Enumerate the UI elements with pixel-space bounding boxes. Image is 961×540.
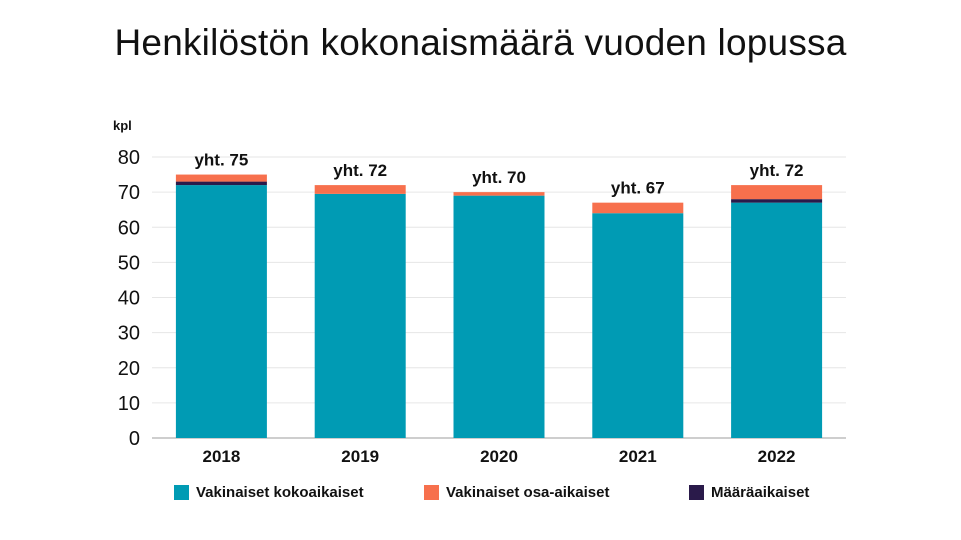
y-axis-label: kpl	[113, 118, 132, 133]
legend-item-vakinaiset-kokoaikaiset: Vakinaiset kokoaikaiset	[174, 484, 364, 501]
y-tick-label-60: 60	[118, 217, 140, 239]
bar-2022-series-0	[731, 202, 823, 438]
bar-2021-series-2	[592, 202, 684, 214]
y-tick-label-30: 30	[118, 323, 140, 345]
y-tick-label-0: 0	[129, 428, 140, 450]
chart-title: Henkilöstön kokonaismäärä vuoden lopussa	[114, 22, 847, 63]
legend-label-vakinaiset-kokoaikaiset: Vakinaiset kokoaikaiset	[196, 484, 364, 501]
legend-swatch-vakinaiset-osa-aikaiset	[424, 485, 439, 500]
legend-item-vakinaiset-osa-aikaiset: Vakinaiset osa-aikaiset	[424, 484, 609, 501]
y-tick-label-50: 50	[118, 252, 140, 274]
x-tick-label-2022: 2022	[758, 447, 796, 466]
legend-swatch-vakinaiset-kokoaikaiset	[174, 485, 189, 500]
bar-2020-series-0	[453, 195, 545, 438]
legend-item-maaraaikaiset: Määräaikaiset	[689, 484, 809, 501]
x-tick-label-2019: 2019	[341, 447, 379, 466]
bar-2022-series-2	[731, 185, 823, 200]
x-tick-label-2021: 2021	[619, 447, 657, 466]
legend-label-maaraaikaiset: Määräaikaiset	[711, 484, 810, 501]
bar-2018-series-2	[175, 174, 267, 182]
legend-label-vakinaiset-osa-aikaiset: Vakinaiset osa-aikaiset	[446, 484, 610, 501]
bar-2021-series-0	[592, 213, 684, 438]
x-tick-label-2020: 2020	[480, 447, 518, 466]
bar-2019-series-2	[314, 185, 406, 194]
y-tick-label-10: 10	[118, 393, 140, 415]
total-label-2021: yht. 67	[611, 179, 665, 198]
bar-2020-series-2	[453, 192, 545, 196]
bar-2018-series-1	[175, 181, 267, 186]
y-tick-label-80: 80	[118, 147, 140, 169]
bar-2018-series-0	[175, 185, 267, 438]
bar-2019-series-0	[314, 193, 406, 438]
y-tick-label-20: 20	[118, 358, 140, 380]
total-label-2022: yht. 72	[750, 161, 804, 180]
total-label-2020: yht. 70	[472, 168, 526, 187]
stacked-bar-chart: 0 10 20 30 40 50 60 70 80 kpl yht. 75 2018 yht. 72 20…	[113, 118, 846, 466]
y-tick-label-40: 40	[118, 288, 140, 310]
legend-swatch-maaraaikaiset	[689, 485, 704, 500]
total-label-2018: yht. 75	[194, 151, 248, 170]
total-label-2019: yht. 72	[333, 161, 387, 180]
legend: Vakinaiset kokoaikaiset Vakinaiset osa-a…	[0, 484, 961, 504]
bar-2022-series-1	[731, 199, 823, 203]
x-tick-label-2018: 2018	[202, 447, 240, 466]
y-tick-label-70: 70	[118, 182, 140, 204]
